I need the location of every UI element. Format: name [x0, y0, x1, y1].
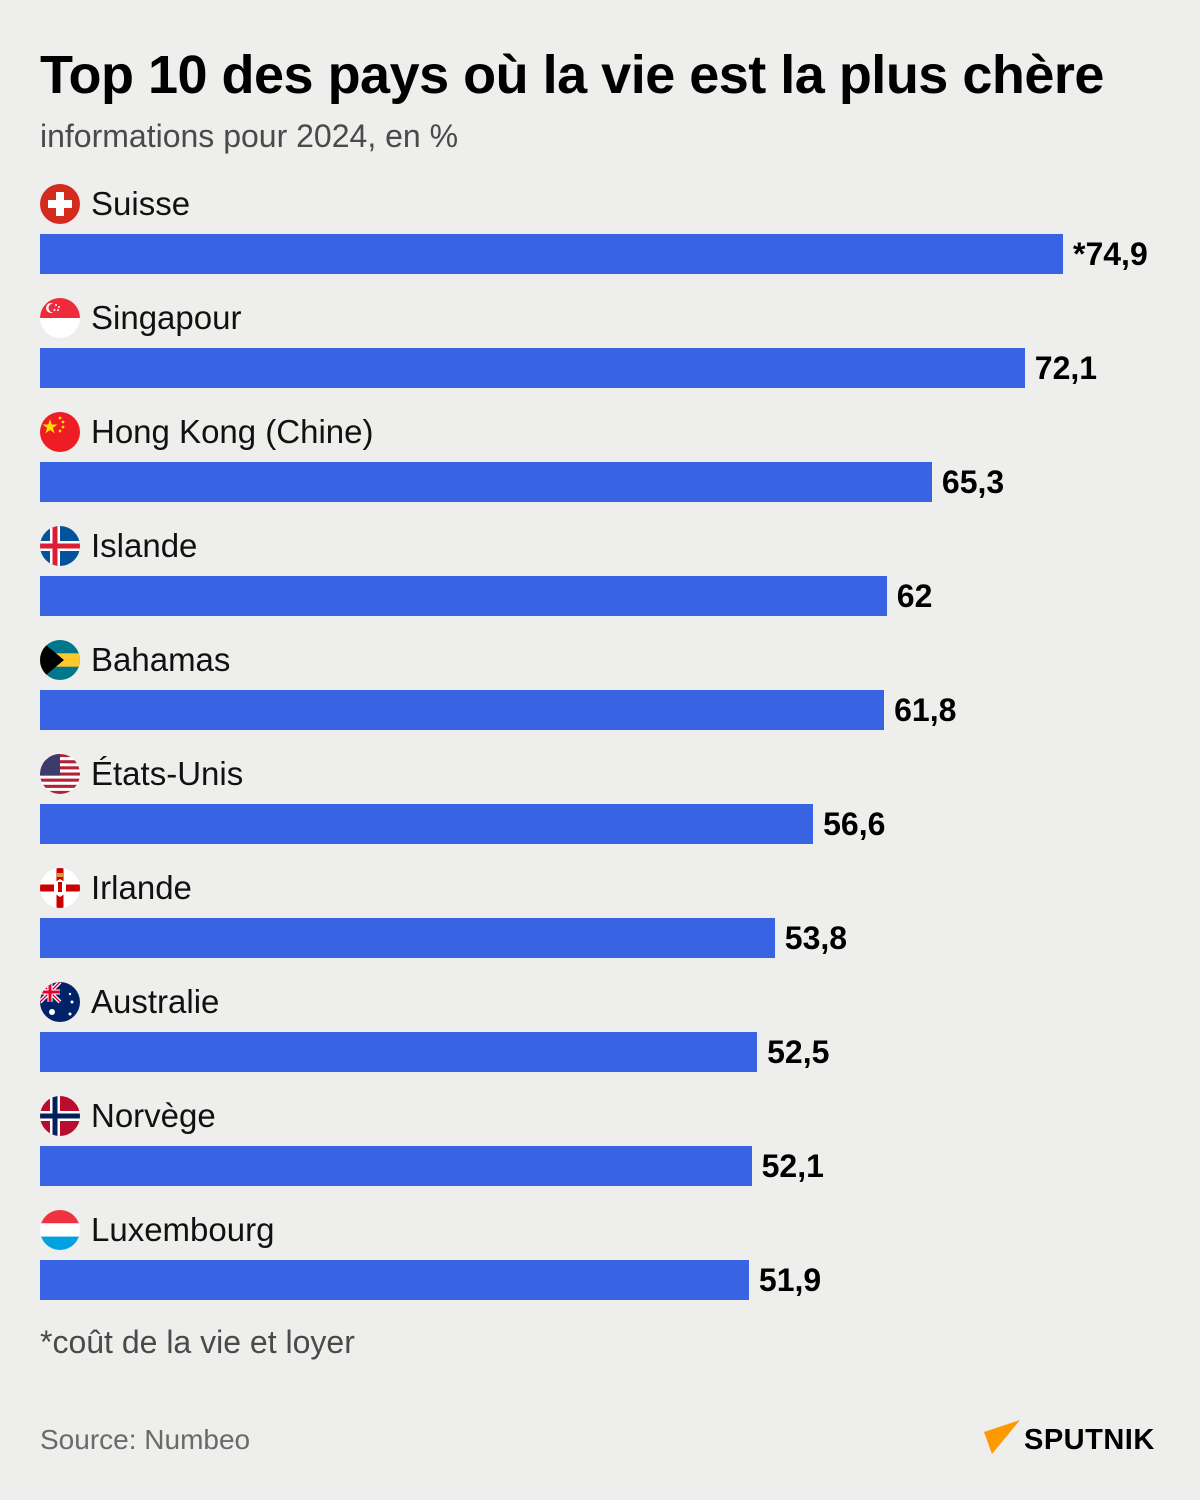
- singapore-flag-icon: [40, 298, 80, 338]
- chart-title: Top 10 des pays où la vie est la plus ch…: [40, 45, 1104, 105]
- bar-row-australie: Australie 52,5: [40, 982, 1180, 1096]
- value-label: 65,3: [941, 463, 1005, 500]
- value-label: 56,6: [823, 805, 886, 842]
- bar: [40, 1032, 758, 1072]
- bar: [40, 576, 887, 616]
- country-label: Suisse: [91, 185, 191, 222]
- country-label: Luxembourg: [91, 1211, 275, 1248]
- bar: [40, 348, 1025, 388]
- bar: [40, 1260, 749, 1300]
- bar-row-irlande: Irlande 53,8: [40, 868, 1180, 982]
- bar-row-bahamas: Bahamas 61,8: [40, 640, 1180, 754]
- china-flag-icon: [40, 412, 80, 452]
- source-label: Source: Numbeo: [40, 1424, 251, 1455]
- country-label: Hong Kong (Chine): [91, 413, 374, 450]
- country-label: Bahamas: [91, 641, 231, 678]
- country-label: Irlande: [91, 869, 192, 906]
- value-label: *74,9: [1073, 235, 1148, 272]
- bar-row-hong-kong: Hong Kong (Chine) 65,3: [40, 412, 1180, 526]
- value-label: 62: [896, 577, 933, 614]
- australia-flag-icon: [40, 982, 80, 1022]
- sputnik-logo: SPUTNIK: [984, 1420, 1155, 1461]
- bar: [40, 918, 775, 958]
- value-label: 52,5: [767, 1033, 830, 1070]
- iceland-flag-icon: [40, 526, 80, 566]
- switzerland-flag-icon: [40, 184, 80, 224]
- bar: [40, 462, 932, 502]
- bar: [40, 1146, 752, 1186]
- northern-ireland-flag-icon: [40, 868, 80, 908]
- country-label: Australie: [91, 983, 220, 1020]
- value-label: 61,8: [894, 691, 957, 728]
- bahamas-flag-icon: [40, 640, 80, 680]
- luxembourg-flag-icon: [40, 1210, 80, 1250]
- bar-row-etats-unis: États-Unis 56,6: [40, 754, 1180, 868]
- bar-row-norvege: Norvège 52,1: [40, 1096, 1180, 1210]
- logo-text: SPUTNIK: [1024, 1424, 1155, 1456]
- value-label: 51,9: [758, 1261, 822, 1298]
- usa-flag-icon: [40, 754, 80, 794]
- value-label: 72,1: [1034, 349, 1098, 386]
- country-label: États-Unis: [91, 755, 244, 792]
- bar-row-luxembourg: Luxembourg 51,9: [40, 1210, 1180, 1324]
- sputnik-arrow-icon: [984, 1420, 1020, 1461]
- bar-row-suisse: Suisse *74,9: [40, 184, 1180, 298]
- value-label: 53,8: [784, 919, 848, 956]
- norway-flag-icon: [40, 1096, 80, 1136]
- bar-row-islande: Islande 62: [40, 526, 1180, 640]
- bar: [40, 690, 885, 730]
- chart-subtitle: informations pour 2024, en %: [40, 118, 459, 154]
- bar-chart: Suisse *74,9 Singapour 72,1 Hong Kong (C…: [40, 184, 1180, 1324]
- country-label: Norvège: [91, 1097, 216, 1134]
- country-label: Singapour: [91, 299, 242, 336]
- bar-row-singapour: Singapour 72,1: [40, 298, 1180, 412]
- value-label: 52,1: [761, 1147, 824, 1184]
- bar: [40, 234, 1063, 274]
- country-label: Islande: [91, 527, 198, 564]
- footnote: *coût de la vie et loyer: [40, 1324, 355, 1360]
- bar: [40, 804, 814, 844]
